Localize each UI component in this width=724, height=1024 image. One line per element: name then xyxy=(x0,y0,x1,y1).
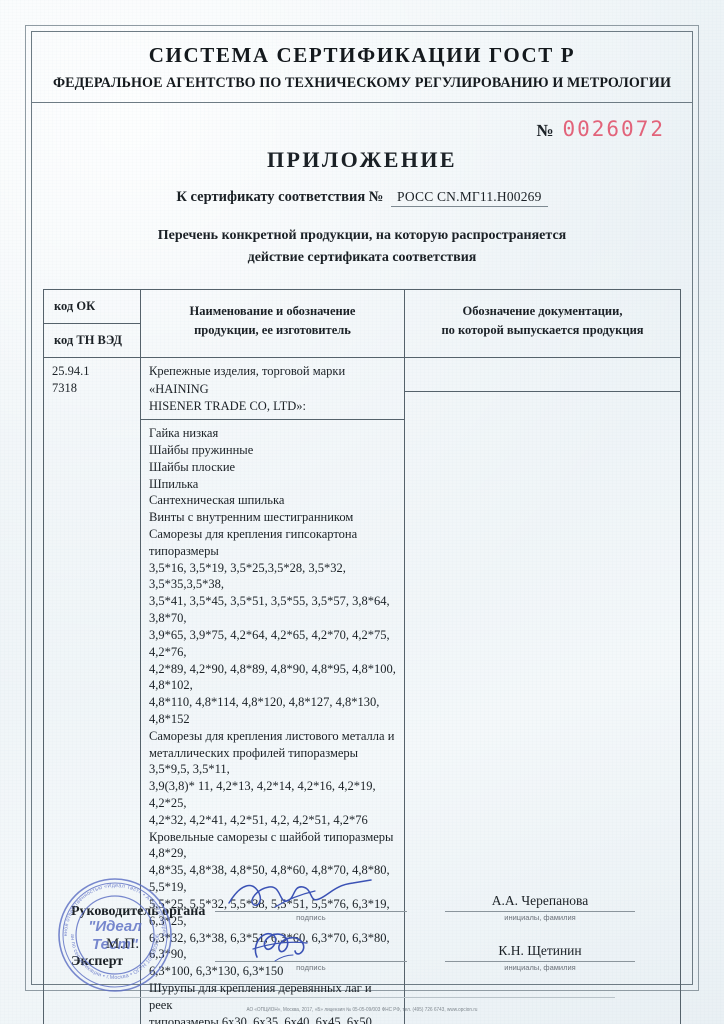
product-item: Гайка низкая xyxy=(149,426,219,441)
documentation-top-slot xyxy=(405,358,680,393)
name-caption-expert: инициалы, фамилия xyxy=(504,963,576,972)
svg-text:"Идеал: "Идеал xyxy=(88,918,142,935)
product-groups: Саморезы для крепления гипсокартона типо… xyxy=(149,526,398,1024)
product-group-line: 4,8*35, 4,8*38, 4,8*50, 4,8*60, 4,8*70, … xyxy=(149,863,390,895)
product-group-line: 4,2*32, 4,2*41, 4,2*51, 4,2, 4,2*51, 4,2… xyxy=(149,812,368,827)
product-heading: Крепежные изделия, торговой марки «HAINI… xyxy=(141,358,404,421)
signature-slot-expert[interactable]: подпись xyxy=(215,932,407,972)
product-group-line: 3,9(3,8)* 11, 4,2*13, 4,2*14, 4,2*16, 4,… xyxy=(149,779,376,810)
product-group-line: 4,8*110, 4,8*114, 4,8*120, 4,8*127, 4,8*… xyxy=(149,695,380,726)
signature-role-head: Руководитель органа xyxy=(71,904,206,919)
value-tnved-code: 7318 xyxy=(52,380,77,395)
product-item: Шайбы плоские xyxy=(149,459,236,474)
product-group-line: 3,5*41, 3,5*45, 3,5*51, 3,5*55, 3,5*57, … xyxy=(149,594,390,626)
cell-product: Крепежные изделия, торговой марки «HAINI… xyxy=(140,357,405,1024)
product-item: Сантехническая шпилька xyxy=(149,493,285,508)
signature-line-head[interactable] xyxy=(215,879,407,912)
product-group-line: 4,2*89, 4,2*90, 4,8*89, 4,8*90, 4,8*95, … xyxy=(149,661,396,693)
header-docs-cell: Обозначение документации, по которой вып… xyxy=(404,289,681,359)
signer-name-head: А.А. Черепанова xyxy=(445,893,635,912)
name-slot-head: А.А. Черепанова инициалы, фамилия xyxy=(445,893,635,922)
signature-slot-head[interactable]: подпись xyxy=(215,879,407,922)
header-codes-cell: код ОК код ТН ВЭД xyxy=(43,289,141,359)
header-product-line-2: продукции, ее изготовитель xyxy=(194,322,351,337)
header-ok-code: код ОК xyxy=(44,290,140,325)
round-seal-stamp: Общество с ограниченной ответственностью… xyxy=(49,869,172,992)
table-header-row: код ОК код ТН ВЭД Наименование и обознач… xyxy=(43,289,681,359)
signature-role-expert: Эксперт xyxy=(71,954,124,969)
product-group-line: 6,3*100, 6,3*130, 6,3*150 xyxy=(149,964,284,979)
header-docs-line-2: по которой выпускается продукция xyxy=(441,322,644,337)
header-product-line-1: Наименование и обозначение xyxy=(189,304,356,319)
product-table: код ОК код ТН ВЭД Наименование и обознач… xyxy=(43,289,681,1024)
documentation-body-slot xyxy=(405,392,680,402)
scope-line-2: действие сертификата соответствия xyxy=(247,249,477,265)
scope-statement: Перечень конкретной продукции, на котору… xyxy=(31,225,693,268)
product-group-line: типоразмеры 6х30, 6х35, 6х40, 6х45, 6х50… xyxy=(149,1014,376,1024)
blank-number-row: № 0026072 xyxy=(31,103,693,141)
product-group-line: Шурупы для крепления деревянных лаг и ре… xyxy=(149,980,372,1012)
signature-caption-expert: подпись xyxy=(296,963,326,972)
signer-name-expert: К.Н. Щетинин xyxy=(445,943,635,962)
product-group-wood-lag-screws: Шурупы для крепления деревянных лаг и ре… xyxy=(149,980,398,1024)
header-product-cell: Наименование и обозначение продукции, ее… xyxy=(140,289,405,359)
certificate-reference: К сертификату соответствия № РОСС CN.МГ1… xyxy=(31,189,693,207)
product-group-line: Саморезы для крепления листового металла… xyxy=(149,728,395,743)
product-heading-line-1: Крепежные изделия, торговой марки «HAINI… xyxy=(149,364,346,396)
signature-line-expert[interactable] xyxy=(215,932,407,962)
name-caption-head: инициалы, фамилия xyxy=(504,913,576,922)
product-group-drywall-screws: Саморезы для крепления гипсокартона типо… xyxy=(149,526,398,728)
document-content: СИСТЕМА СЕРТИФИКАЦИИ ГОСТ Р ФЕДЕРАЛЬНОЕ … xyxy=(31,31,693,1024)
page-title: ПРИЛОЖЕНИЕ xyxy=(267,147,457,172)
footer-note: АО «ОПЦИОН», Москва, 2017, «Б» лицензия … xyxy=(246,1006,478,1013)
number-sign: № xyxy=(536,121,554,140)
signature-caption-head: подпись xyxy=(296,913,326,922)
product-group-line: 3,5*16, 3,5*19, 3,5*25,3,5*28, 3,5*32, 3… xyxy=(149,560,346,592)
signature-scribble-expert xyxy=(252,932,308,962)
blank-number-value: 0026072 xyxy=(562,117,665,141)
system-title: СИСТЕМА СЕРТИФИКАЦИИ ГОСТ Р xyxy=(148,43,576,67)
certificate-reference-label: К сертификату соответствия № xyxy=(176,189,384,205)
product-group-roofing-screws: Кровельные саморезы с шайбой типоразмеры… xyxy=(149,829,398,980)
mp-mark: М.П. xyxy=(106,936,140,952)
agency-title: ФЕДЕРАЛЬНОЕ АГЕНТСТВО ПО ТЕХНИЧЕСКОМУ РЕ… xyxy=(52,75,672,91)
product-group-line: металлических профилей типоразмеры 3,5*9… xyxy=(149,745,359,777)
cell-documentation xyxy=(404,357,681,1024)
product-group-line: Кровельные саморезы с шайбой типоразмеры… xyxy=(149,829,394,861)
product-item: Шпилька xyxy=(149,476,199,491)
product-item: Винты с внутренним шестигранником xyxy=(149,510,354,525)
table-row: 25.94.1 7318 Крепежные изделия, торговой… xyxy=(43,357,681,1024)
product-group-line: Саморезы для крепления гипсокартона типо… xyxy=(149,527,358,558)
value-ok-code: 25.94.1 xyxy=(52,364,90,379)
product-item: Шайбы пружинные xyxy=(149,442,254,457)
scope-line-1: Перечень конкретной продукции, на котору… xyxy=(157,228,567,243)
certificate-reference-value: РОСС CN.МГ11.Н00269 xyxy=(391,189,548,207)
header-tnved-code: код ТН ВЭД xyxy=(54,333,122,348)
document-header: СИСТЕМА СЕРТИФИКАЦИИ ГОСТ Р ФЕДЕРАЛЬНОЕ … xyxy=(31,31,693,103)
svg-text:Тест": Тест" xyxy=(92,936,139,953)
header-docs-line-1: Обозначение документации, xyxy=(462,304,623,319)
product-group-line: 3,9*65, 3,9*75, 4,2*64, 4,2*65, 4,2*70, … xyxy=(149,627,390,659)
product-group-sheet-metal-screws: Саморезы для крепления листового металла… xyxy=(149,728,398,829)
name-slot-expert: К.Н. Щетинин инициалы, фамилия xyxy=(445,943,635,972)
product-heading-line-2: HISENER TRADE CO, LTD»: xyxy=(149,398,306,413)
product-simple-items: Гайка низкая Шайбы пружинные Шайбы плоские… xyxy=(149,425,398,526)
footer-divider xyxy=(109,997,615,998)
product-list: Гайка низкая Шайбы пружинные Шайбы плоские… xyxy=(141,420,404,1024)
